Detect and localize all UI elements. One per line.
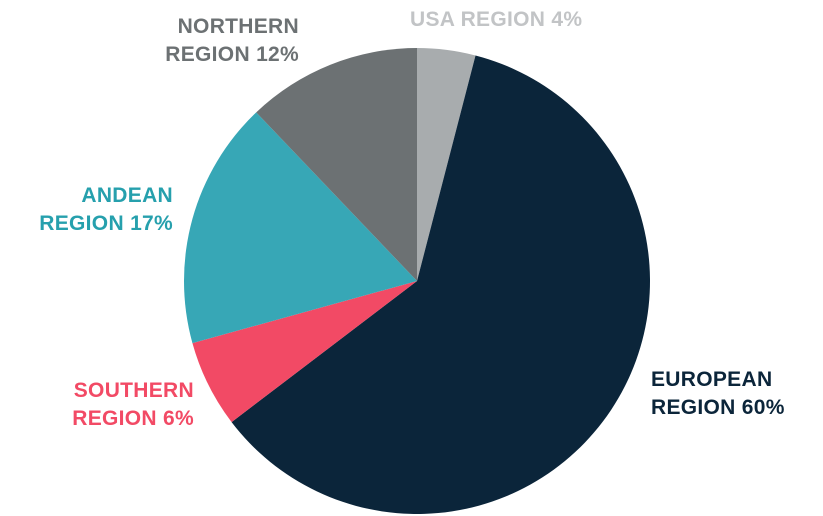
slice-label: EUROPEAN REGION 60% bbox=[651, 366, 821, 422]
category-label: EUROPEAN REGION bbox=[651, 368, 773, 419]
slice-label: NORTHERN REGION 12% bbox=[120, 13, 299, 69]
value-label: 12% bbox=[256, 43, 299, 66]
pie-slice bbox=[256, 48, 417, 281]
value-label: 60% bbox=[741, 396, 785, 419]
pie-slice bbox=[192, 281, 417, 423]
value-label: 17% bbox=[130, 212, 173, 235]
pie-slice bbox=[417, 48, 476, 281]
slice-label: ANDEAN REGION 17% bbox=[0, 182, 173, 238]
category-label: ANDEAN REGION bbox=[39, 184, 173, 235]
slice-label: USA REGION 4% bbox=[410, 6, 670, 34]
category-label: USA REGION bbox=[410, 8, 546, 31]
pie-slice bbox=[183, 112, 417, 344]
category-label: NORTHERN REGION bbox=[165, 15, 299, 66]
value-label: 4% bbox=[551, 8, 583, 31]
category-label: SOUTHERN REGION bbox=[72, 379, 194, 430]
value-label: 6% bbox=[163, 407, 194, 430]
slice-label: SOUTHERN REGION 6% bbox=[20, 377, 194, 433]
pie-slice bbox=[231, 55, 651, 515]
